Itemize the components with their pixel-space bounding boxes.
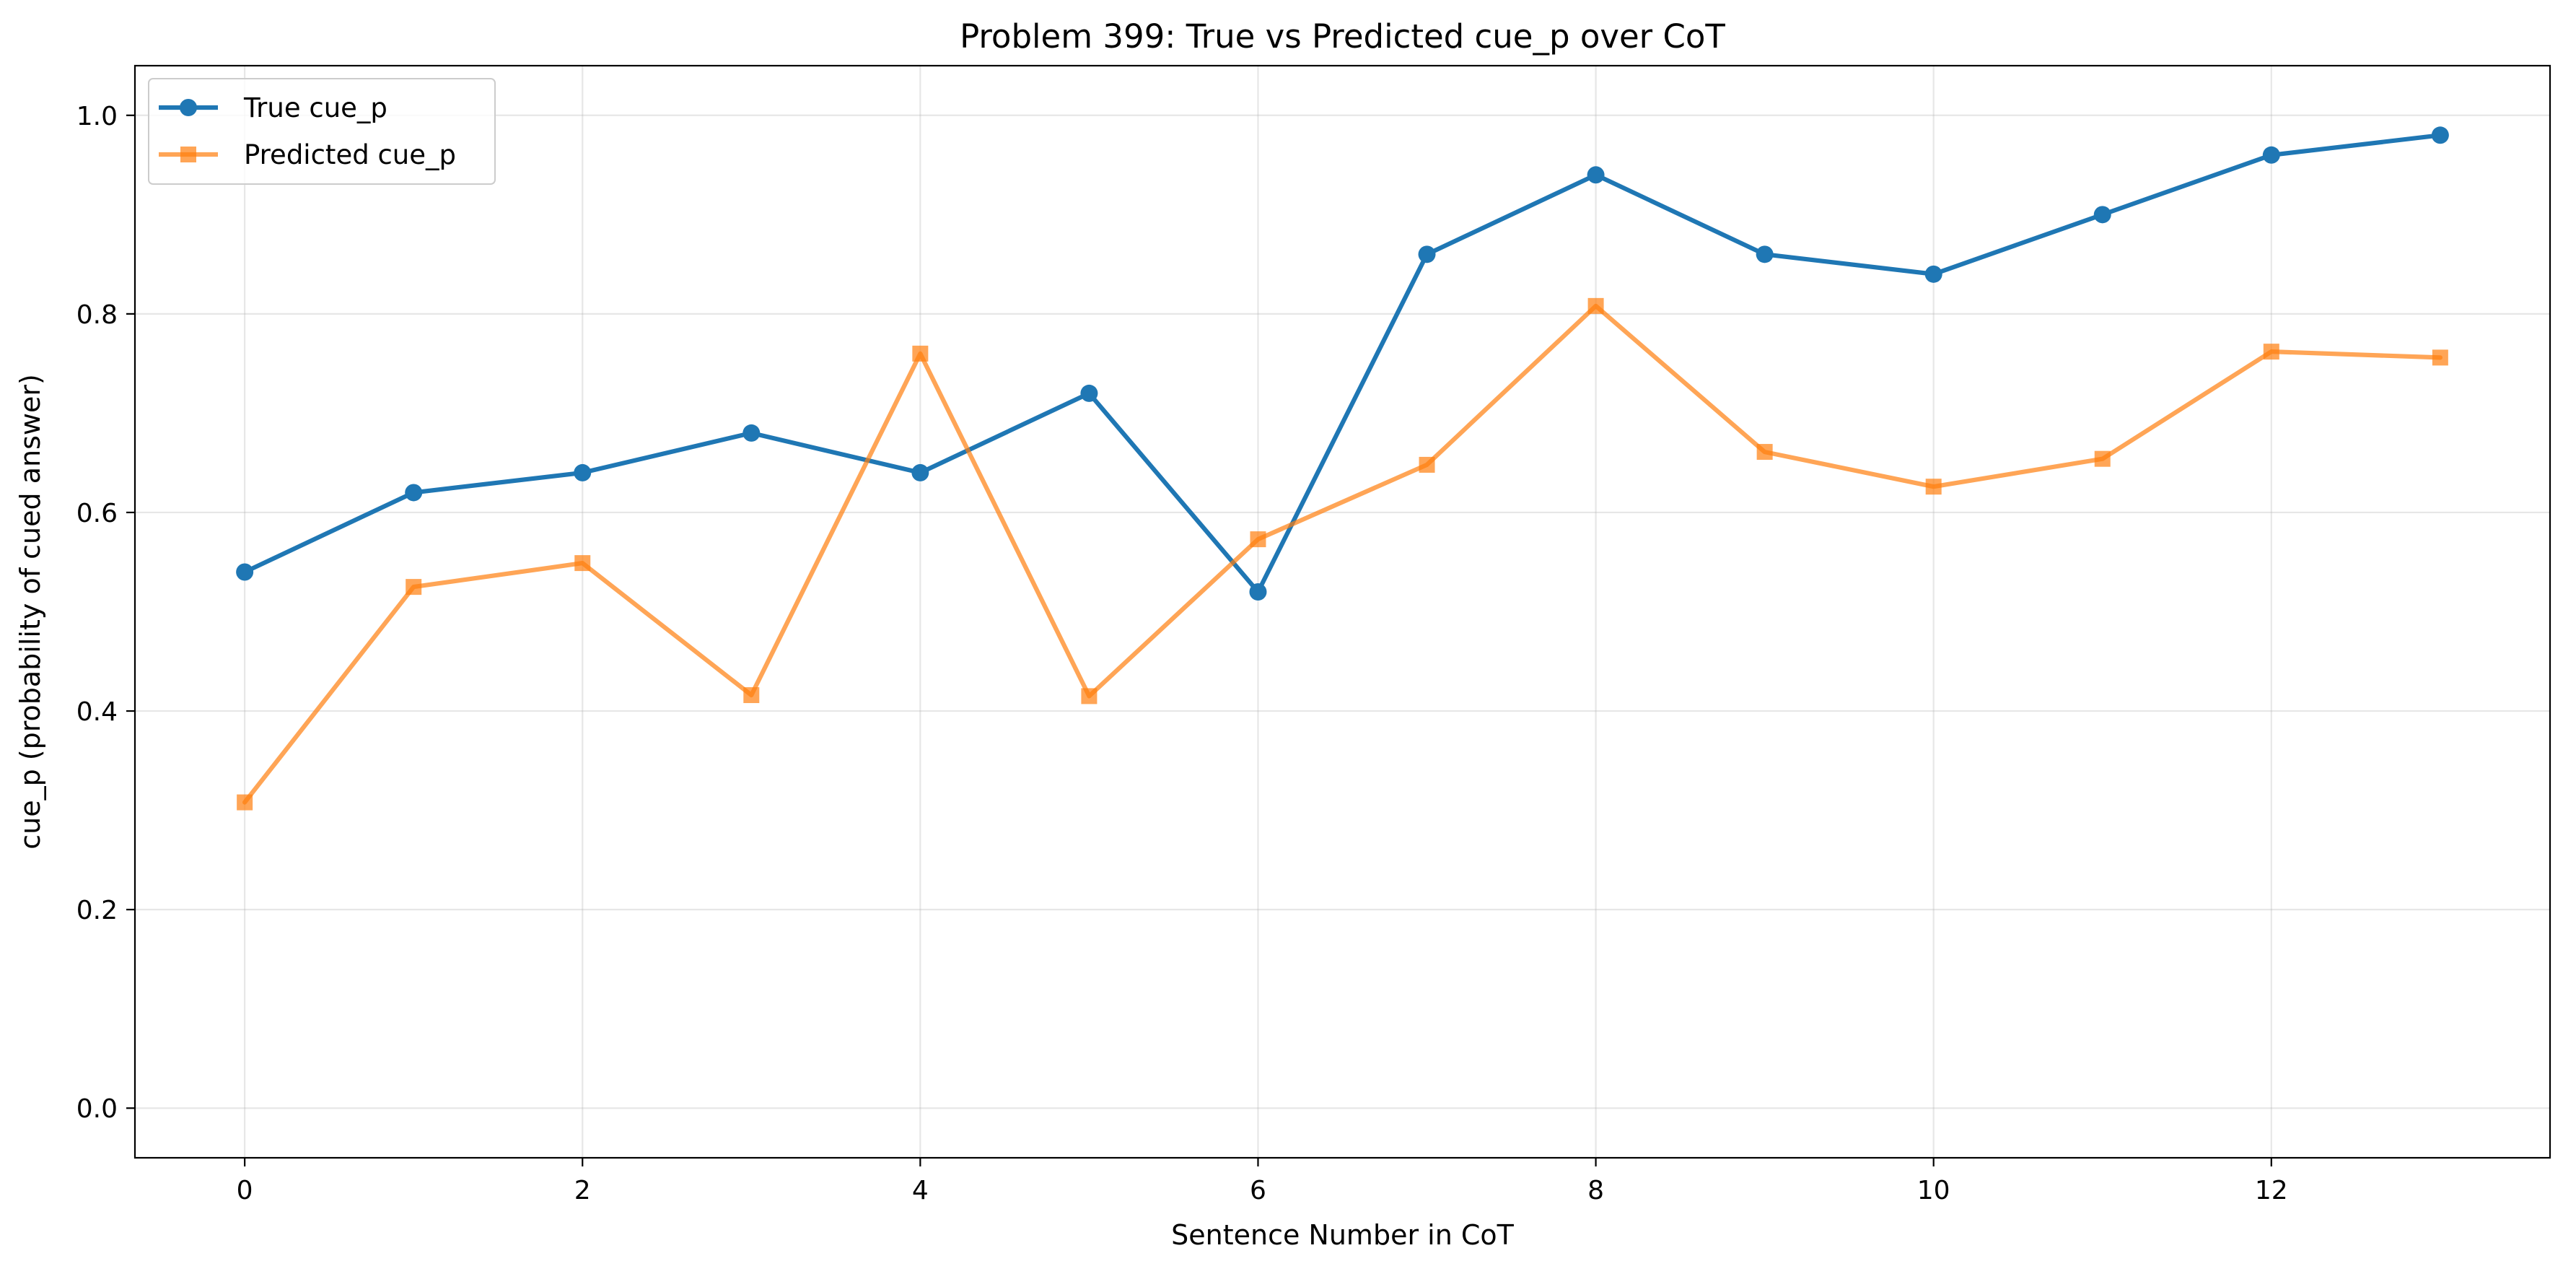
data-point [406, 579, 422, 595]
y-tick-label: 1.0 [76, 102, 118, 131]
x-tick-label: 0 [237, 1176, 253, 1205]
data-point [1587, 297, 1604, 314]
y-axis-label: cue_p (probability of cued answer) [14, 374, 46, 850]
x-tick-label: 4 [912, 1176, 929, 1205]
data-point [1756, 444, 1773, 461]
data-point [405, 484, 423, 502]
data-point [2093, 206, 2111, 224]
data-point [1080, 384, 1098, 402]
y-tick-label: 0.2 [76, 896, 118, 925]
data-point [1081, 688, 1098, 704]
x-tick-label: 8 [1587, 1176, 1604, 1205]
data-point [1249, 583, 1267, 601]
legend-label-true: True cue_p [243, 92, 387, 123]
data-point [2432, 349, 2448, 366]
series-line [242, 303, 2443, 805]
data-point [574, 555, 591, 572]
legend-marker-true [180, 99, 197, 116]
data-point [912, 345, 929, 362]
legend-marker-predicted [180, 147, 196, 162]
data-point [911, 463, 929, 481]
axis-ticks: 0 2 4 6 8 10 12 0.0 0.2 0.4 0.6 0.8 1.0 [76, 102, 2288, 1205]
legend-label-predicted: Predicted cue_p [244, 139, 456, 170]
data-point [2263, 344, 2279, 360]
legend: True cue_p Predicted cue_p [148, 78, 496, 185]
data-point [1925, 479, 1942, 495]
y-tick-label: 0.6 [76, 499, 118, 528]
grid-lines [135, 66, 2550, 1158]
y-tick-label: 0.0 [76, 1094, 118, 1124]
series-line [242, 133, 2443, 595]
data-point [2094, 450, 2111, 467]
x-tick-label: 10 [1917, 1176, 1950, 1205]
data-point [2262, 146, 2280, 164]
series-true [236, 126, 2449, 601]
legend-box [148, 78, 496, 185]
x-tick-label: 6 [1250, 1176, 1266, 1205]
x-axis-label: Sentence Number in CoT [1171, 1219, 1515, 1251]
data-point [236, 563, 254, 581]
x-tick-label: 12 [2255, 1176, 2288, 1205]
data-point [1924, 265, 1942, 283]
data-point [743, 687, 760, 704]
y-tick-label: 0.4 [76, 697, 118, 727]
plot-frame [133, 64, 2551, 1159]
series-layer [236, 126, 2449, 811]
data-point [237, 794, 253, 811]
series-predicted [237, 297, 2448, 811]
data-point [1250, 531, 1266, 548]
data-point [1587, 166, 1605, 184]
data-point [574, 463, 592, 481]
data-point [1418, 245, 1436, 263]
data-point [2431, 126, 2449, 144]
data-point [742, 424, 761, 442]
x-tick-label: 2 [574, 1176, 591, 1205]
data-point [1419, 456, 1435, 473]
data-point [1756, 245, 1774, 263]
y-tick-label: 0.8 [76, 300, 118, 330]
chart-title: Problem 399: True vs Predicted cue_p ove… [960, 17, 1725, 56]
